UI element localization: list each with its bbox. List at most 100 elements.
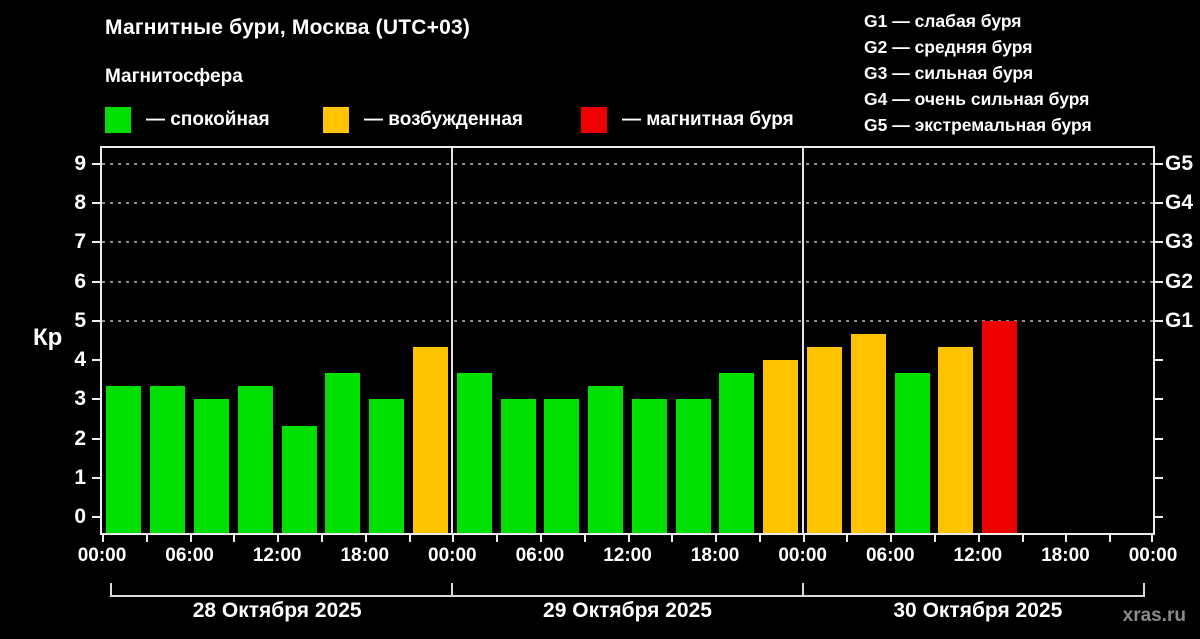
- right-axis-tick: [1155, 241, 1163, 244]
- y-axis-tick: [92, 280, 100, 283]
- x-axis-tick: [583, 535, 586, 542]
- storm-scale-legend: G1 — слабая буря G2 — средняя буря G3 — …: [864, 8, 1092, 138]
- legend-label: — возбужденная: [364, 108, 524, 130]
- page-title: Магнитные бури, Москва (UTC+03): [105, 16, 471, 39]
- y-tick-label: 0: [74, 505, 86, 529]
- x-axis-tick: [102, 535, 104, 542]
- g-level-label: G1: [1165, 308, 1194, 332]
- right-axis-tick: [1155, 398, 1163, 401]
- y-axis-tick: [92, 477, 100, 479]
- kp-bar: [850, 333, 886, 533]
- right-axis-tick: [1155, 202, 1163, 204]
- kp-bar: [675, 399, 711, 533]
- y-axis-tick: [92, 398, 100, 401]
- legend-item-excited: — возбужденная: [323, 106, 523, 133]
- gridline-kp6: [102, 280, 1153, 283]
- y-axis-label: Кр: [33, 324, 63, 351]
- gridline-kp8: [102, 202, 1153, 204]
- y-tick-label: 4: [74, 348, 86, 372]
- day-separator: [801, 148, 804, 533]
- date-label: 29 Октября 2025: [543, 599, 712, 622]
- x-axis-tick: [408, 535, 411, 542]
- time-label: 12:00: [252, 545, 302, 566]
- y-axis-tick: [92, 319, 100, 322]
- plot-area: 0 1 2 3 4 5 6 7 8 9 G1 G2 G3 G4 G5 00:00 06:00 12:00 18:00…: [74, 146, 1193, 622]
- right-axis-tick: [1155, 437, 1163, 440]
- x-axis-tick: [189, 535, 192, 542]
- kp-bar: [193, 399, 229, 533]
- y-tick-label: 7: [74, 230, 86, 254]
- kp-bar: [325, 373, 361, 533]
- x-axis-tick: [802, 535, 805, 542]
- date-label: 30 Октября 2025: [893, 599, 1063, 622]
- x-axis-tick: [1109, 535, 1112, 542]
- y-tick-label: 1: [74, 466, 86, 489]
- kp-bar: [281, 425, 317, 533]
- g-level-label: G4: [1165, 191, 1194, 214]
- day-bracket: [110, 595, 1145, 597]
- g5-description: G5 — экстремальная буря: [864, 115, 1092, 135]
- time-label: 00:00: [1128, 545, 1178, 566]
- day-bracket-tick: [110, 583, 112, 597]
- kp-bar: [544, 399, 580, 533]
- y-axis-tick: [92, 437, 100, 440]
- g4-description: G4 — очень сильная буря: [864, 89, 1090, 109]
- time-label: 06:00: [865, 545, 915, 566]
- g2-description: G2 — средняя буря: [864, 37, 1033, 57]
- kp-bar: [237, 386, 273, 533]
- kp-bar: [369, 399, 405, 533]
- x-axis-tick: [539, 535, 542, 542]
- time-label: 18:00: [690, 545, 740, 566]
- legend-item-quiet: — спокойная: [105, 106, 270, 133]
- x-axis-tick: [496, 535, 499, 542]
- gridline-kp9: [102, 162, 1153, 165]
- x-axis-tick: [145, 535, 148, 542]
- right-axis-tick: [1155, 319, 1163, 322]
- y-tick-label: 3: [74, 387, 86, 411]
- y-axis-tick: [92, 516, 100, 519]
- right-axis-tick: [1155, 516, 1163, 519]
- watermark: xras.ru: [1122, 605, 1186, 626]
- time-label: 06:00: [165, 545, 214, 566]
- y-tick-label: 2: [74, 426, 86, 450]
- time-label: 00:00: [778, 545, 827, 566]
- day-bracket-tick: [451, 583, 454, 597]
- right-axis-tick: [1155, 280, 1163, 283]
- right-axis-tick: [1155, 162, 1163, 165]
- legend-label: — спокойная: [146, 108, 270, 130]
- time-label: 18:00: [1041, 545, 1090, 566]
- kp-bar: [588, 386, 624, 533]
- y-axis-tick: [92, 359, 100, 362]
- x-axis-tick: [452, 535, 455, 542]
- kp-bar: [763, 360, 799, 533]
- quiet-color-swatch: [105, 106, 131, 133]
- kp-bar: [456, 373, 492, 533]
- excited-color-swatch: [323, 106, 349, 133]
- y-tick-label: 8: [74, 191, 86, 214]
- g3-description: G3 — сильная буря: [864, 63, 1034, 83]
- kp-bar: [894, 373, 930, 533]
- storm-color-swatch: [581, 106, 607, 133]
- time-label: 00:00: [77, 545, 127, 566]
- legend-label: — магнитная буря: [622, 108, 794, 130]
- chart-subtitle: Магнитосфера: [105, 66, 243, 87]
- gridline-kp7: [102, 241, 1153, 244]
- x-axis-tick: [758, 535, 761, 542]
- g-level-label: G3: [1165, 230, 1194, 254]
- kp-bar: [412, 347, 448, 533]
- y-tick-label: 6: [74, 269, 86, 293]
- legend-item-storm: — магнитная буря: [581, 106, 794, 133]
- x-axis-tick: [1151, 535, 1153, 542]
- kp-bar: [982, 320, 1018, 533]
- kp-bar: [631, 399, 667, 533]
- x-axis-tick: [671, 535, 674, 542]
- g-level-label: G5: [1165, 151, 1194, 175]
- x-axis-tick: [627, 535, 630, 542]
- y-axis-tick: [92, 162, 100, 165]
- x-axis-tick: [846, 535, 849, 542]
- g1-description: G1 — слабая буря: [864, 11, 1022, 31]
- kp-bar: [938, 347, 974, 533]
- gridline-kp5: [102, 319, 1153, 322]
- kp-bar: [807, 347, 843, 533]
